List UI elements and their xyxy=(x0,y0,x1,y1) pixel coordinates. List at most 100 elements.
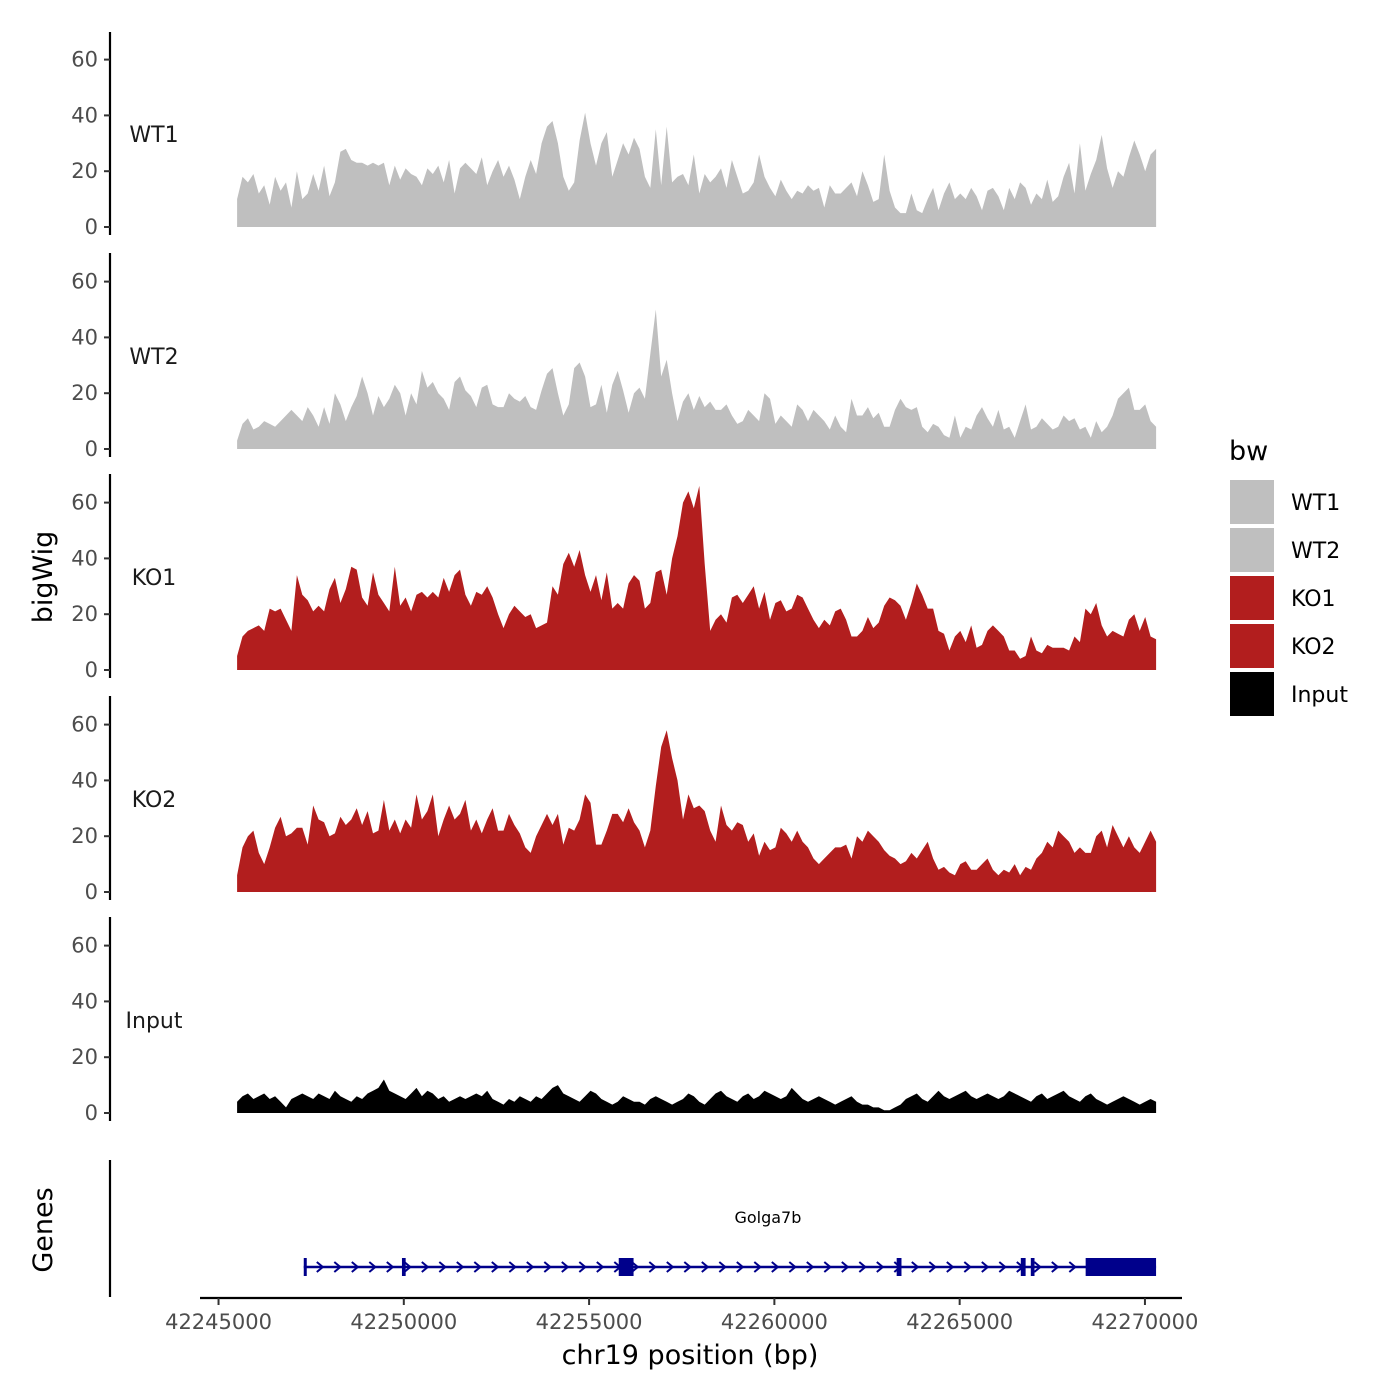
genes-axis-title: Genes xyxy=(28,1187,59,1272)
track-wt1: 0 20 40 60 WT1 xyxy=(71,32,1157,239)
strand-arrow xyxy=(928,1261,937,1273)
signal-tracks: 0 20 40 60 WT1 0 20 40 60 WT2 0 20 40 60 KO1 0 20 40 60 KO2… xyxy=(71,32,1157,1125)
y-tick-label: 20 xyxy=(71,824,98,848)
strand-arrow xyxy=(911,1261,920,1273)
legend-entry-ko1: KO1 xyxy=(1230,576,1336,620)
x-tick-label: 42255000 xyxy=(536,1310,643,1334)
strand-arrow xyxy=(333,1261,342,1273)
strand-arrow xyxy=(1068,1261,1077,1273)
y-tick-label: 0 xyxy=(85,1101,98,1125)
strand-arrow xyxy=(316,1261,325,1273)
legend-key xyxy=(1230,480,1274,524)
x-axis-title: chr19 position (bp) xyxy=(562,1340,819,1371)
gene-exon xyxy=(896,1258,902,1276)
x-tick-label: 42250000 xyxy=(350,1310,457,1334)
strand-arrow xyxy=(718,1261,727,1273)
signal-area-wt2 xyxy=(237,309,1157,449)
legend-key xyxy=(1230,624,1274,668)
strand-arrow xyxy=(386,1261,395,1273)
strand-arrow xyxy=(403,1261,412,1273)
track-label: WT2 xyxy=(129,345,178,370)
strand-arrow xyxy=(351,1261,360,1273)
signal-area-input xyxy=(237,1079,1157,1113)
y-tick-label: 60 xyxy=(71,270,98,294)
signal-area-wt1 xyxy=(237,112,1157,227)
legend-key xyxy=(1230,576,1274,620)
track-label: KO1 xyxy=(132,566,177,591)
strand-arrow xyxy=(981,1261,990,1273)
strand-arrow xyxy=(736,1261,745,1273)
signal-area-ko1 xyxy=(237,485,1157,670)
legend: bw WT1 WT2 KO1 KO2 Input xyxy=(1229,436,1348,716)
strand-arrow xyxy=(806,1261,815,1273)
strand-arrow xyxy=(491,1261,500,1273)
strand-arrow xyxy=(578,1261,587,1273)
x-tick-label: 42265000 xyxy=(906,1310,1013,1334)
track-input: 0 20 40 60 Input xyxy=(71,917,1157,1125)
y-tick-label: 40 xyxy=(71,546,98,570)
strand-arrow xyxy=(666,1261,675,1273)
strand-arrow xyxy=(1051,1261,1060,1273)
y-tick-label: 0 xyxy=(85,215,98,239)
legend-label: WT2 xyxy=(1291,539,1340,564)
legend-label: WT1 xyxy=(1291,491,1340,516)
legend-key xyxy=(1230,672,1274,716)
legend-entry-input: Input xyxy=(1230,672,1348,716)
strand-arrow xyxy=(683,1261,692,1273)
signal-area-ko2 xyxy=(237,730,1157,892)
track-ko2: 0 20 40 60 KO2 xyxy=(71,696,1157,904)
gene-track: Golga7b xyxy=(108,1160,1157,1297)
strand-arrow xyxy=(701,1261,710,1273)
strand-arrow xyxy=(561,1261,570,1273)
strand-arrow xyxy=(841,1261,850,1273)
strand-arrow xyxy=(858,1261,867,1273)
legend-label: KO1 xyxy=(1291,587,1336,612)
x-tick-label: 42270000 xyxy=(1091,1310,1198,1334)
legend-key xyxy=(1230,528,1274,572)
gene-exon xyxy=(303,1258,307,1276)
y-tick-label: 60 xyxy=(71,491,98,515)
gene-name-label: Golga7b xyxy=(734,1208,801,1227)
gene-exon xyxy=(401,1258,406,1276)
strand-arrow xyxy=(876,1261,885,1273)
gene-exon xyxy=(618,1258,634,1276)
y-tick-label: 40 xyxy=(71,768,98,792)
track-wt2: 0 20 40 60 WT2 xyxy=(71,253,1157,461)
strand-arrow xyxy=(1033,1261,1042,1273)
gene-exon xyxy=(1030,1258,1035,1276)
y-tick-label: 40 xyxy=(71,989,98,1013)
legend-entry-ko2: KO2 xyxy=(1230,624,1336,668)
legend-label: KO2 xyxy=(1291,635,1336,660)
strand-arrow xyxy=(473,1261,482,1273)
y-tick-label: 60 xyxy=(71,713,98,737)
track-label: Input xyxy=(126,1009,183,1034)
strand-arrow xyxy=(508,1261,517,1273)
strand-arrow xyxy=(456,1261,465,1273)
track-label: KO2 xyxy=(132,788,177,813)
strand-arrow xyxy=(438,1261,447,1273)
y-tick-label: 0 xyxy=(85,437,98,461)
y-tick-label: 20 xyxy=(71,602,98,626)
strand-arrow xyxy=(526,1261,535,1273)
legend-entry-wt2: WT2 xyxy=(1230,528,1340,572)
y-tick-label: 0 xyxy=(85,880,98,904)
strand-arrow xyxy=(368,1261,377,1273)
track-ko1: 0 20 40 60 KO1 xyxy=(71,474,1157,682)
gene-exon xyxy=(1020,1258,1026,1276)
strand-arrow xyxy=(648,1261,657,1273)
legend-label: Input xyxy=(1291,683,1348,708)
y-tick-label: 0 xyxy=(85,658,98,682)
y-tick-label: 20 xyxy=(71,159,98,183)
x-axis: 42245000 42250000 42255000 42260000 42265000… xyxy=(165,1296,1198,1334)
strand-arrow xyxy=(753,1261,762,1273)
legend-entry-wt1: WT1 xyxy=(1230,480,1340,524)
y-tick-label: 60 xyxy=(71,934,98,958)
legend-title: bw xyxy=(1229,436,1268,467)
x-tick-label: 42245000 xyxy=(165,1310,272,1334)
x-tick-label: 42260000 xyxy=(721,1310,828,1334)
y-tick-label: 40 xyxy=(71,325,98,349)
track-label: WT1 xyxy=(129,123,178,148)
strand-arrow xyxy=(771,1261,780,1273)
strand-arrow xyxy=(596,1261,605,1273)
